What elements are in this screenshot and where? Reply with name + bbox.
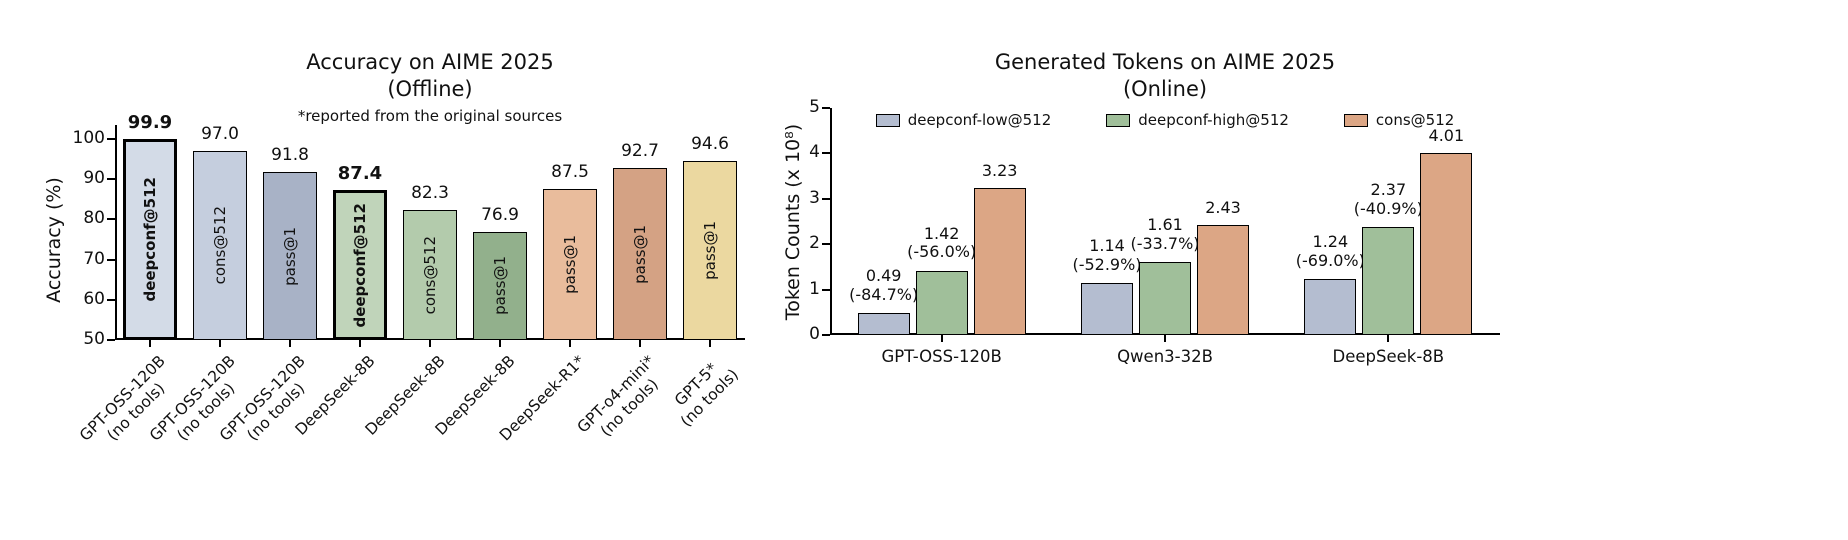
bar-value-label: 2.43 bbox=[1205, 197, 1241, 217]
bar-value-label: 82.3 bbox=[411, 183, 449, 204]
y-tick-mark bbox=[107, 138, 115, 141]
y-tick-label: 70 bbox=[83, 248, 105, 269]
y-tick-mark bbox=[822, 243, 830, 246]
bar bbox=[193, 151, 247, 340]
bar bbox=[543, 189, 597, 340]
bar bbox=[263, 172, 317, 340]
bar-value-label: 92.7 bbox=[621, 141, 659, 162]
legend-swatch bbox=[1343, 113, 1368, 127]
bar bbox=[1081, 283, 1133, 335]
accuracy-chart-title: Accuracy on AIME 2025 bbox=[306, 50, 554, 74]
bar-value-label: 1.42 (-56.0%) bbox=[907, 223, 977, 262]
x-tick-mark bbox=[639, 340, 641, 347]
bar bbox=[1139, 261, 1191, 335]
bar bbox=[1304, 278, 1357, 335]
legend-item: deepconf-high@512 bbox=[1106, 111, 1289, 129]
legend-swatch bbox=[1106, 113, 1131, 127]
x-tick-label: GPT-OSS-120B bbox=[881, 347, 1002, 366]
bar-value-label: 99.9 bbox=[127, 112, 173, 134]
bar bbox=[973, 188, 1026, 335]
bar-value-label: 91.8 bbox=[271, 145, 309, 166]
x-tick-mark bbox=[219, 340, 221, 347]
x-tick-mark bbox=[429, 340, 431, 347]
bar-value-label: 0.49 (-84.7%) bbox=[849, 265, 919, 304]
tokens-chart-subtitle: (Online) bbox=[1122, 77, 1208, 101]
bar bbox=[333, 189, 387, 340]
y-tick-mark bbox=[822, 152, 830, 155]
bar bbox=[403, 210, 457, 340]
bar bbox=[1420, 152, 1473, 335]
x-tick-mark bbox=[359, 340, 361, 347]
bar bbox=[613, 168, 667, 340]
legend-label: deepconf-low@512 bbox=[907, 111, 1052, 129]
legend-item: deepconf-low@512 bbox=[875, 111, 1052, 129]
tokens-chart-title: Generated Tokens on AIME 2025 bbox=[994, 50, 1336, 74]
y-tick-mark bbox=[822, 288, 830, 291]
y-tick-mark bbox=[107, 178, 115, 181]
y-tick-label: 5 bbox=[809, 97, 820, 117]
legend: deepconf-low@512 deepconf-high@512 cons@51… bbox=[830, 110, 1500, 130]
bar-value-label: 97.0 bbox=[201, 124, 239, 145]
y-tick-label: 50 bbox=[83, 329, 105, 349]
legend-item: cons@512 bbox=[1343, 111, 1455, 129]
x-tick-label: Qwen3-32B bbox=[1117, 347, 1213, 366]
x-tick-mark bbox=[499, 340, 501, 347]
bar bbox=[683, 160, 737, 340]
bar-value-label: 1.14 (-52.9%) bbox=[1072, 236, 1142, 275]
bar bbox=[1197, 224, 1249, 335]
x-tick-label: DeepSeek-8B bbox=[1332, 347, 1445, 366]
bar-value-label: 1.24 (-69.0%) bbox=[1295, 231, 1365, 270]
x-tick-mark bbox=[1164, 335, 1166, 342]
y-tick-label: 4 bbox=[809, 142, 820, 163]
accuracy-chart-subtitle: (Offline) bbox=[387, 77, 473, 101]
y-tick-mark bbox=[107, 298, 115, 301]
x-tick-mark bbox=[149, 340, 151, 347]
bar bbox=[915, 270, 968, 335]
bar-value-label: 2.37 (-40.9%) bbox=[1353, 180, 1423, 219]
y-tick-label: 90 bbox=[83, 168, 105, 189]
legend-swatch bbox=[875, 113, 900, 127]
y-tick-mark bbox=[822, 107, 830, 109]
y-tick-mark bbox=[822, 197, 830, 200]
bar-value-label: 87.5 bbox=[551, 162, 589, 183]
y-tick-label: 0 bbox=[809, 324, 820, 344]
x-tick-mark bbox=[569, 340, 571, 347]
bar-value-label: 4.01 bbox=[1428, 125, 1465, 145]
legend-label: cons@512 bbox=[1375, 111, 1455, 129]
bar-value-label: 76.9 bbox=[481, 204, 519, 225]
y-tick-label: 80 bbox=[83, 208, 105, 229]
legend-label: deepconf-high@512 bbox=[1138, 111, 1289, 129]
y-tick-mark bbox=[107, 218, 115, 221]
bar bbox=[1362, 227, 1415, 335]
bar bbox=[857, 312, 910, 335]
bar-value-label: 3.23 bbox=[981, 161, 1018, 181]
y-tick-label: 3 bbox=[809, 187, 820, 208]
x-tick-mark bbox=[709, 340, 711, 347]
y-tick-mark bbox=[107, 339, 115, 341]
y-tick-mark bbox=[822, 334, 830, 336]
bar-value-label: 87.4 bbox=[337, 162, 383, 184]
x-tick-mark bbox=[1387, 335, 1390, 342]
y-tick-label: 2 bbox=[809, 233, 820, 254]
y-tick-mark bbox=[107, 258, 115, 261]
bar-value-label: 94.6 bbox=[691, 133, 729, 154]
x-tick-mark bbox=[289, 340, 291, 347]
bar bbox=[123, 139, 177, 340]
y-tick-label: 60 bbox=[83, 288, 105, 309]
bar bbox=[473, 231, 527, 340]
bar-value-label: 1.61 (-33.7%) bbox=[1130, 214, 1200, 253]
accuracy-chart-note: *reported from the original sources bbox=[297, 107, 563, 125]
x-tick-mark bbox=[940, 335, 943, 342]
y-tick-label: 100 bbox=[72, 128, 105, 149]
y-tick-label: 1 bbox=[809, 278, 820, 299]
